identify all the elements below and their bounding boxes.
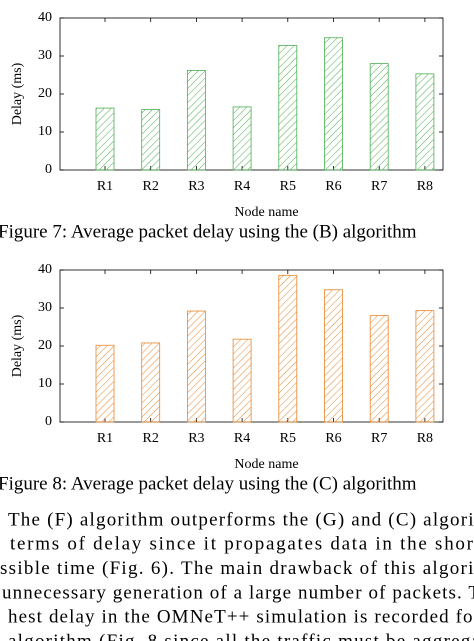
bar bbox=[278, 44, 298, 171]
figure-caption: Figure 7: Average packet delay using the… bbox=[0, 221, 417, 242]
bar bbox=[95, 107, 115, 171]
bar bbox=[415, 310, 435, 423]
bar bbox=[232, 106, 252, 171]
bar bbox=[141, 342, 161, 423]
x-tick-label: R3 bbox=[188, 179, 204, 194]
bar bbox=[186, 310, 206, 423]
bar bbox=[324, 37, 343, 171]
x-tick-label: R8 bbox=[417, 179, 433, 194]
bar bbox=[369, 63, 389, 171]
body-line: The (F) algorithm outperforms the (G) an… bbox=[8, 509, 474, 530]
body-line: algorithm (Fig. 8 since all the traffic … bbox=[8, 631, 474, 641]
body-line: ssible time (Fig. 6). The main drawback … bbox=[0, 558, 474, 579]
y-tick-label: 10 bbox=[38, 376, 52, 391]
bar bbox=[324, 289, 343, 423]
y-tick-label: 40 bbox=[38, 10, 52, 25]
bar bbox=[415, 73, 435, 171]
bar bbox=[369, 315, 389, 423]
x-tick-label: R3 bbox=[188, 431, 204, 446]
x-tick-label: R2 bbox=[143, 179, 159, 194]
x-tick-label: R7 bbox=[371, 431, 387, 446]
x-tick-label: R4 bbox=[234, 179, 250, 194]
x-tick-label: R7 bbox=[371, 179, 387, 194]
x-tick-label: R4 bbox=[234, 431, 250, 446]
body-line: hest delay in the OMNeT++ simulation is … bbox=[8, 607, 474, 628]
x-axis-label: Node name bbox=[234, 205, 298, 220]
body-line: terms of delay since it propagates data … bbox=[10, 534, 474, 555]
x-tick-label: R2 bbox=[143, 431, 159, 446]
bar bbox=[95, 344, 115, 423]
y-tick-label: 40 bbox=[38, 262, 52, 277]
y-tick-label: 10 bbox=[38, 124, 52, 139]
x-tick-label: R6 bbox=[325, 179, 341, 194]
figure-caption: Figure 8: Average packet delay using the… bbox=[0, 473, 417, 494]
y-tick-label: 30 bbox=[38, 300, 52, 315]
body-line: unnecessary generation of a large number… bbox=[2, 582, 474, 603]
bar bbox=[278, 274, 298, 423]
y-tick-label: 0 bbox=[45, 162, 52, 177]
x-tick-label: R6 bbox=[325, 431, 341, 446]
x-tick-label: R5 bbox=[280, 431, 296, 446]
x-tick-label: R1 bbox=[97, 431, 113, 446]
y-axis-label: Delay (ms) bbox=[10, 62, 25, 125]
x-axis-label: Node name bbox=[234, 457, 298, 472]
bar bbox=[141, 109, 161, 171]
x-tick-label: R5 bbox=[280, 179, 296, 194]
x-tick-label: R1 bbox=[97, 179, 113, 194]
y-tick-label: 20 bbox=[38, 338, 52, 353]
y-axis-label: Delay (ms) bbox=[10, 314, 25, 377]
bar bbox=[186, 70, 206, 171]
y-tick-label: 30 bbox=[38, 48, 52, 63]
y-tick-label: 20 bbox=[38, 86, 52, 101]
y-tick-label: 0 bbox=[45, 414, 52, 429]
bar bbox=[232, 338, 252, 423]
x-tick-label: R8 bbox=[417, 431, 433, 446]
